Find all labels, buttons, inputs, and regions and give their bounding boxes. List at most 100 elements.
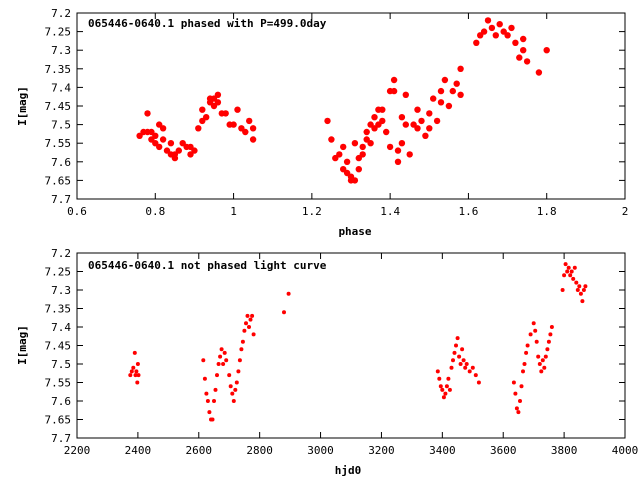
- data-point: [144, 110, 151, 117]
- data-point: [402, 91, 409, 99]
- data-point: [569, 269, 574, 274]
- y-tick-label: 7.35: [45, 303, 72, 316]
- data-point: [386, 143, 394, 151]
- data-point: [328, 136, 335, 143]
- data-point: [443, 391, 448, 396]
- data-point: [508, 24, 515, 32]
- data-point: [250, 313, 255, 318]
- data-point: [435, 369, 440, 374]
- data-point: [445, 102, 453, 110]
- data-point: [351, 177, 359, 184]
- data-point: [496, 21, 503, 28]
- data-point: [516, 410, 521, 415]
- data-point: [534, 339, 539, 344]
- data-point: [535, 69, 543, 76]
- data-point: [402, 121, 409, 128]
- data-point: [233, 387, 238, 392]
- data-point: [525, 343, 530, 348]
- data-point: [520, 47, 527, 54]
- data-point: [545, 347, 550, 352]
- data-point: [136, 373, 141, 378]
- data-point: [539, 369, 544, 374]
- y-tick-label: 7.7: [51, 193, 71, 206]
- y-tick-label: 7.25: [45, 266, 72, 279]
- data-point: [454, 343, 458, 348]
- data-point: [463, 365, 468, 370]
- data-point: [522, 362, 527, 366]
- data-point: [452, 350, 457, 355]
- data-point: [578, 291, 583, 296]
- data-point: [175, 147, 182, 154]
- data-point: [218, 354, 223, 359]
- y-tick-label: 7.4: [51, 81, 71, 94]
- data-point: [240, 339, 245, 344]
- y-tick-label: 7.6: [51, 156, 71, 169]
- data-point: [234, 106, 241, 113]
- data-point: [447, 387, 452, 392]
- data-point: [418, 117, 425, 125]
- data-point: [548, 332, 553, 337]
- data-point: [422, 132, 429, 139]
- data-point: [504, 32, 511, 39]
- data-point: [519, 384, 524, 389]
- data-point: [414, 106, 421, 113]
- data-point: [394, 158, 402, 165]
- data-point: [563, 262, 568, 267]
- data-point: [433, 117, 441, 125]
- y-tick-label: 7.55: [45, 137, 72, 150]
- data-point: [199, 106, 206, 113]
- x-tick-label: 2800: [246, 444, 273, 457]
- data-point: [219, 347, 224, 352]
- data-point: [546, 339, 551, 344]
- x-tick-label: 2: [622, 205, 629, 218]
- data-point: [324, 117, 331, 125]
- data-point: [533, 328, 538, 333]
- y-tick-label: 7.3: [51, 284, 71, 297]
- y-tick-label: 7.3: [51, 44, 71, 57]
- data-point: [247, 325, 251, 329]
- data-point: [536, 354, 541, 359]
- data-point: [457, 354, 462, 359]
- data-point: [249, 125, 257, 132]
- y-axis-label: I[mag]: [16, 325, 29, 365]
- data-point: [379, 117, 386, 125]
- plot-frame: [76, 12, 626, 200]
- x-tick-label: 3000: [307, 444, 334, 457]
- data-point: [237, 358, 242, 363]
- data-point: [473, 39, 480, 46]
- data-point: [449, 365, 454, 370]
- data-point: [457, 91, 464, 99]
- data-point: [167, 140, 175, 147]
- data-point: [390, 87, 398, 95]
- y-tick-label: 7.45: [45, 340, 72, 353]
- data-point: [222, 350, 227, 355]
- data-point: [583, 284, 588, 289]
- data-point: [286, 291, 291, 296]
- data-point: [480, 28, 488, 35]
- data-point: [222, 110, 229, 117]
- x-tick-label: 3800: [551, 444, 578, 457]
- data-point: [135, 380, 140, 385]
- data-point: [394, 147, 402, 154]
- data-point: [514, 406, 519, 411]
- plot-frame: [76, 252, 626, 439]
- data-point: [129, 369, 134, 374]
- y-tick-label: 7.5: [51, 119, 71, 132]
- x-tick-label: 1: [230, 205, 237, 218]
- x-tick-label: 3600: [490, 444, 517, 457]
- data-point: [520, 35, 527, 43]
- data-point: [516, 54, 523, 61]
- data-point: [580, 299, 585, 304]
- data-point: [343, 158, 351, 165]
- data-point: [464, 362, 469, 366]
- data-point: [159, 125, 167, 132]
- data-point: [231, 399, 236, 403]
- data-point: [159, 136, 167, 143]
- data-point: [195, 125, 202, 132]
- data-point: [426, 110, 433, 117]
- x-tick-label: 0.6: [67, 205, 87, 218]
- data-point: [549, 325, 554, 329]
- data-point: [446, 376, 451, 381]
- data-point: [568, 273, 573, 278]
